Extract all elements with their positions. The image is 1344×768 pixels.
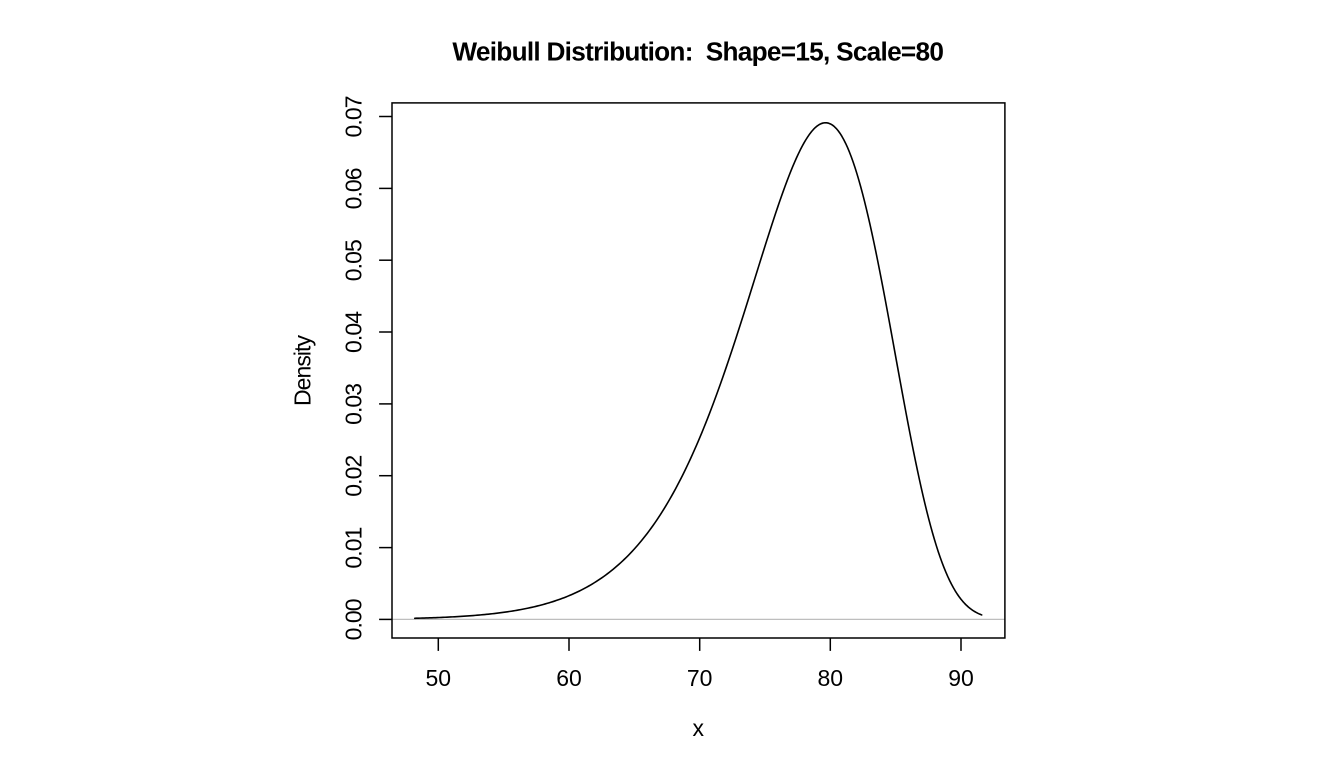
svg-text:50: 50 [426,665,452,691]
svg-text:0.06: 0.06 [341,167,367,209]
svg-text:Density: Density [290,335,316,407]
svg-text:0.03: 0.03 [341,383,367,425]
svg-text:0.07: 0.07 [341,96,367,138]
svg-text:0.02: 0.02 [341,455,367,497]
svg-text:60: 60 [556,665,582,691]
svg-text:0.05: 0.05 [341,239,367,281]
svg-text:0.04: 0.04 [341,311,367,353]
svg-text:Weibull Distribution: Shape=1: Weibull Distribution: Shape=15, Scale=80 [452,36,944,66]
svg-text:70: 70 [687,665,713,691]
svg-text:90: 90 [948,665,974,691]
svg-text:0.01: 0.01 [341,527,367,569]
svg-text:80: 80 [818,665,844,691]
svg-text:0.00: 0.00 [341,598,367,640]
svg-text:x: x [693,715,705,741]
